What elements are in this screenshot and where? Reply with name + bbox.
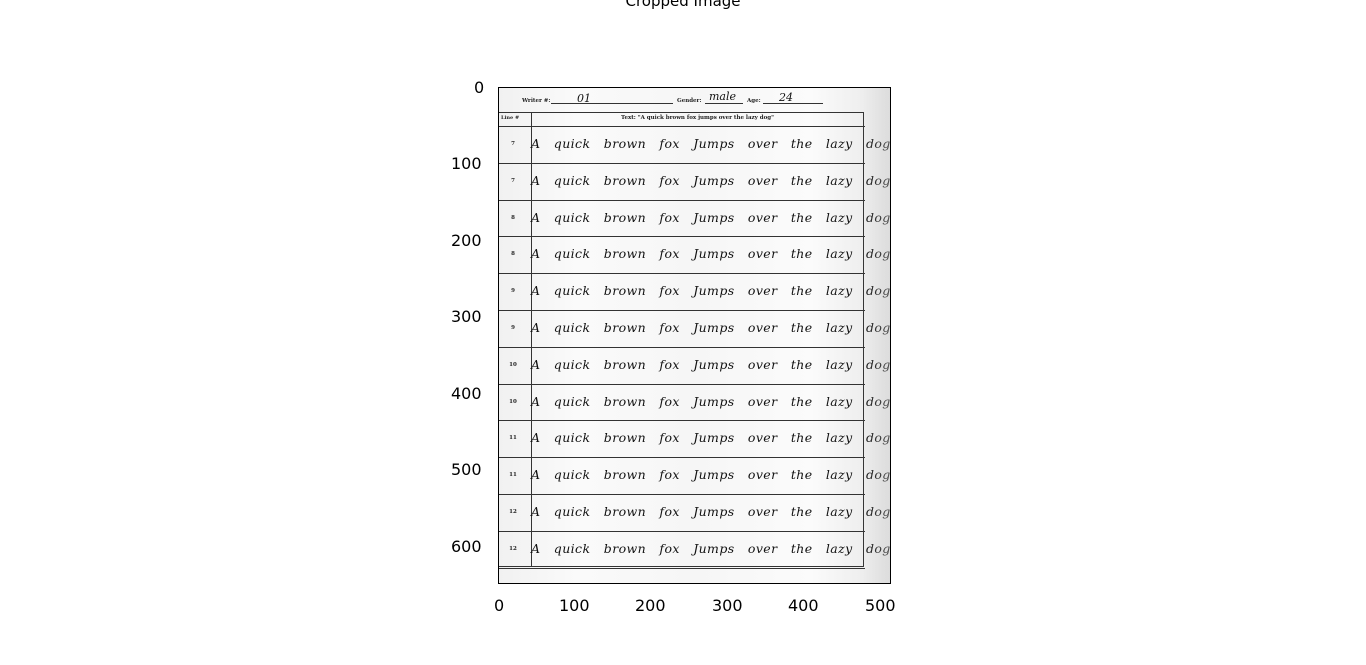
row-number: 10 — [509, 361, 517, 368]
row-rule — [499, 530, 865, 532]
row-rule — [499, 162, 865, 164]
header-rule — [499, 126, 865, 127]
row-number: 10 — [509, 398, 517, 405]
row-rule — [499, 567, 865, 569]
y-tick-label: 0 — [474, 78, 485, 97]
gender-value: male — [709, 90, 737, 103]
x-tick-label: 0 — [494, 596, 505, 615]
handwriting-form: Writer #: 01 Gender: male Age: 24 Line #… — [499, 88, 890, 583]
handwritten-line: A quick brown fox Jumps over the lazy do… — [531, 283, 891, 299]
handwritten-line: A quick brown fox Jumps over the lazy do… — [531, 467, 891, 483]
handwritten-line: A quick brown fox Jumps over the lazy do… — [531, 504, 891, 519]
row-number: 7 — [511, 177, 515, 184]
line-number-header: Line # — [501, 115, 520, 121]
handwritten-line: A quick brown fox Jumps over the lazy do… — [531, 136, 891, 151]
row-number: 9 — [511, 288, 515, 295]
y-tick-label: 300 — [451, 307, 482, 326]
row-number: 12 — [509, 545, 517, 552]
row-rule — [499, 310, 865, 311]
handwritten-line: A quick brown fox Jumps over the lazy do… — [531, 540, 891, 556]
row-number: 9 — [511, 325, 515, 331]
image-axes: Writer #: 01 Gender: male Age: 24 Line #… — [498, 87, 891, 584]
writer-value: 01 — [577, 92, 591, 105]
handwritten-line: A quick brown fox Jumps over the lazy do… — [531, 172, 891, 188]
row-rule — [499, 346, 865, 348]
x-tick-label: 200 — [635, 596, 666, 615]
text-prompt-header: Text: "A quick brown fox jumps over the … — [621, 115, 774, 121]
y-tick-label: 400 — [451, 384, 482, 403]
age-label: Age: — [747, 98, 761, 104]
writer-label: Writer #: — [522, 98, 551, 104]
gender-underline — [705, 103, 743, 104]
row-number: 8 — [511, 251, 515, 258]
row-number: 12 — [509, 509, 517, 515]
row-rule — [499, 236, 865, 238]
handwritten-line: A quick brown fox Jumps over the lazy do… — [531, 246, 891, 262]
row-rule — [499, 383, 865, 385]
y-tick-label: 200 — [451, 231, 482, 250]
x-tick-label: 500 — [865, 596, 896, 615]
age-underline — [763, 103, 823, 104]
handwritten-line: A quick brown fox Jumps over the lazy do… — [531, 430, 891, 446]
x-tick-label: 100 — [559, 596, 590, 615]
gender-label: Gender: — [677, 98, 702, 104]
handwritten-line: A quick brown fox Jumps over the lazy do… — [531, 356, 891, 372]
row-rule — [499, 420, 865, 422]
handwritten-line: A quick brown fox Jumps over the lazy do… — [531, 393, 891, 409]
row-rule — [499, 494, 865, 495]
row-number: 7 — [511, 141, 515, 147]
figure-title: Cropped Image — [625, 0, 741, 10]
row-number: 8 — [511, 214, 515, 221]
column-divider — [531, 112, 532, 567]
handwritten-line: A quick brown fox Jumps over the lazy do… — [531, 320, 891, 335]
x-tick-label: 400 — [788, 596, 819, 615]
age-value: 24 — [779, 91, 793, 104]
writer-underline — [551, 103, 673, 104]
row-rule — [499, 273, 865, 275]
y-tick-label: 600 — [451, 537, 482, 556]
row-rule — [499, 199, 865, 201]
row-number: 11 — [509, 472, 517, 479]
row-number: 11 — [509, 435, 517, 442]
handwritten-line: A quick brown fox Jumps over the lazy do… — [531, 209, 891, 225]
y-tick-label: 100 — [451, 154, 482, 173]
row-rule — [499, 457, 865, 459]
y-tick-label: 500 — [451, 460, 482, 479]
x-tick-label: 300 — [712, 596, 743, 615]
